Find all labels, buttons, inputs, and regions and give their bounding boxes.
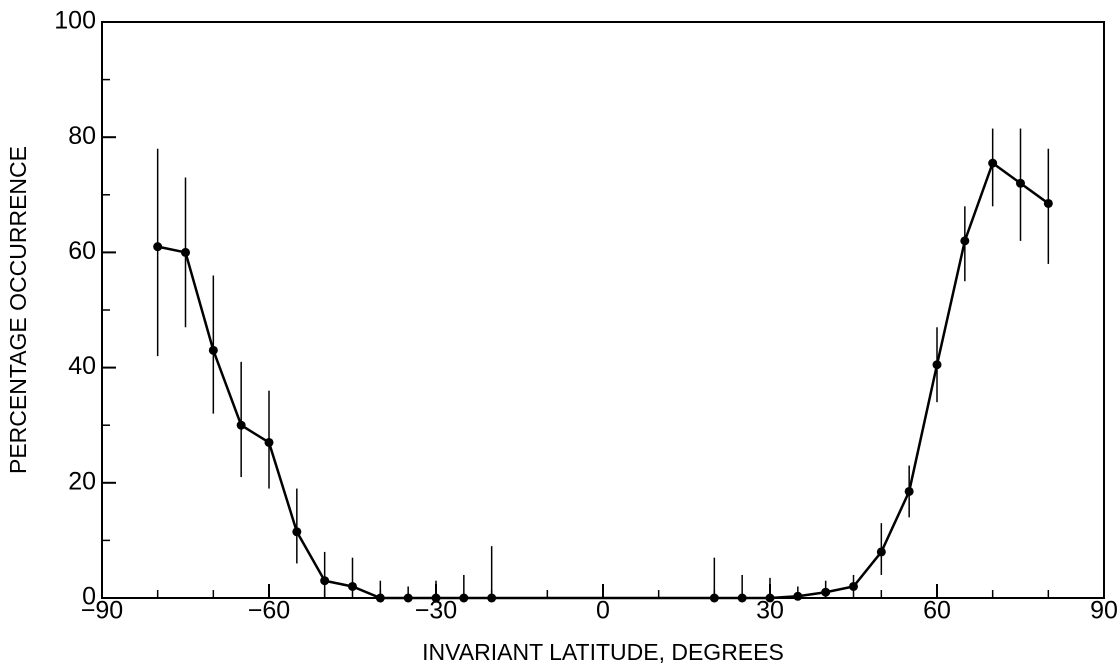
data-point <box>1016 178 1025 188</box>
data-point <box>320 576 330 586</box>
data-line <box>157 161 1050 600</box>
data-point <box>348 581 357 591</box>
data-point <box>1043 198 1053 208</box>
plot-frame <box>101 21 1105 599</box>
y-tick-label: 80 <box>68 122 96 150</box>
data-point <box>487 593 497 603</box>
data-point <box>988 158 998 168</box>
y-tick-label: 40 <box>68 352 96 380</box>
data-point <box>876 547 886 557</box>
y-axis-label: PERCENTAGE OCCURRENCE <box>5 146 31 474</box>
data-point <box>431 593 441 603</box>
data-point <box>292 527 302 537</box>
y-tick-label: 20 <box>68 467 96 495</box>
data-point <box>403 593 413 603</box>
data-point <box>793 591 803 601</box>
data-point <box>960 236 970 246</box>
data-point <box>264 437 274 447</box>
x-axis-label: INVARIANT LATITUDE, DEGREES <box>422 639 784 665</box>
data-point <box>236 420 246 430</box>
x-tick-label: 0 <box>596 597 610 625</box>
data-point <box>932 360 942 370</box>
x-tick-label: −90 <box>81 597 123 625</box>
x-tick-label: 90 <box>1090 597 1118 625</box>
data-point <box>737 593 747 603</box>
data-point <box>709 593 719 603</box>
data-point <box>153 242 163 252</box>
y-tick-label: 100 <box>54 7 96 35</box>
x-tick-label: −60 <box>248 597 290 625</box>
y-tick-label: 60 <box>68 237 96 265</box>
data-point <box>208 345 218 355</box>
y-tick-label: 0 <box>82 583 96 611</box>
data-point <box>904 486 914 496</box>
data-point <box>765 593 775 603</box>
data-point <box>459 593 469 603</box>
data-point <box>375 593 385 603</box>
data-point <box>181 247 190 257</box>
data-point <box>849 581 858 591</box>
x-tick-label: 60 <box>923 597 951 625</box>
data-point <box>821 587 831 597</box>
